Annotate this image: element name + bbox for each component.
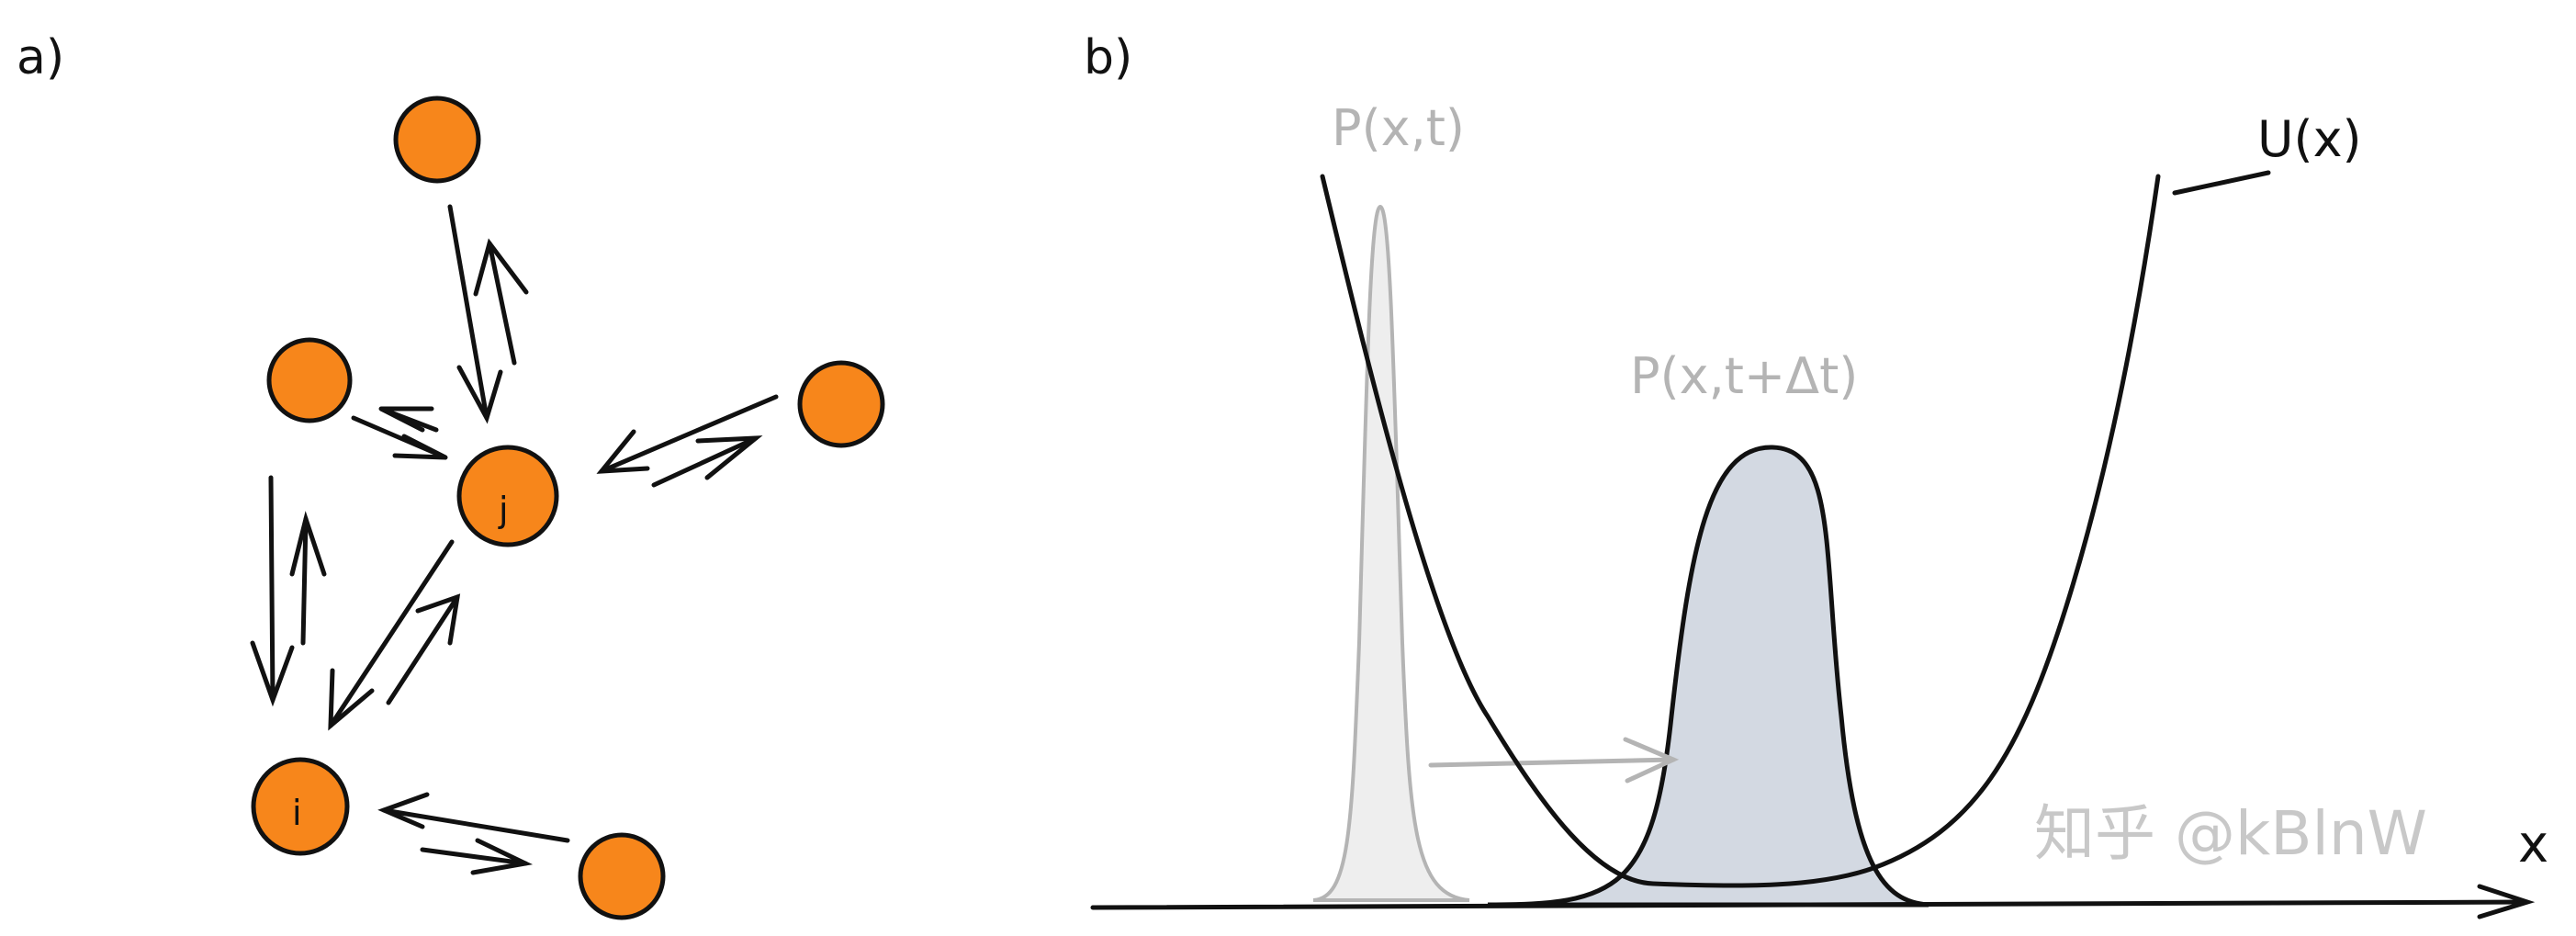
particle-upper-left bbox=[269, 340, 350, 421]
particles bbox=[253, 98, 883, 918]
drift-arrow bbox=[1431, 760, 1673, 765]
arrow-pair-left-vertical bbox=[253, 478, 324, 700]
arrow-pair-right-j bbox=[602, 397, 776, 485]
initial-distribution-curve bbox=[1313, 207, 1469, 900]
panel-a: a) bbox=[17, 30, 883, 918]
later-distribution-label: P(x,t+Δt) bbox=[1630, 347, 1858, 405]
watermark-text: 知乎 @kBlnW bbox=[2034, 798, 2427, 869]
arrow-pair-bottom-right-i bbox=[384, 795, 568, 873]
x-axis bbox=[1093, 902, 2525, 908]
panel-b-label: b) bbox=[1084, 30, 1132, 85]
panel-b: b) P(x,t) P(x,t+Δt) U(x) x bbox=[1084, 30, 2548, 917]
particle-right bbox=[800, 363, 883, 445]
particle-bottom-right bbox=[580, 835, 663, 918]
potential-label: U(x) bbox=[2257, 110, 2362, 168]
later-distribution-curve bbox=[1488, 447, 1929, 905]
x-axis-label: x bbox=[2518, 815, 2548, 874]
particle-i-label: i bbox=[292, 793, 302, 833]
arrow-pair-j-i bbox=[331, 542, 457, 726]
arrow-pair-top-j bbox=[450, 207, 526, 418]
particle-top bbox=[396, 98, 478, 181]
particle-j-label: j bbox=[498, 490, 509, 530]
initial-distribution-label: P(x,t) bbox=[1332, 99, 1465, 157]
potential-label-leader bbox=[2175, 173, 2268, 193]
arrow-pair-left-j bbox=[354, 409, 445, 457]
panel-a-label: a) bbox=[17, 30, 64, 85]
